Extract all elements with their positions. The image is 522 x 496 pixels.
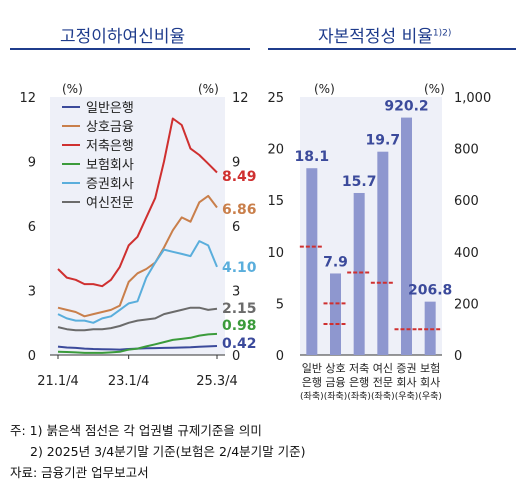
left-ytick-label-right: 12 [232,91,249,106]
legend-label-저축은행: 저축은행 [86,138,134,154]
bar-저축은행 [353,192,365,355]
right-chart-title-footnote: 1)2) [432,28,452,39]
xcat-line1: 증권 [396,362,416,375]
legend-label-증권회사: 증권회사 [86,177,134,192]
bar-상호금융 [330,273,341,355]
bar-여신전문 [377,151,389,355]
left-ytick-label-right: 6 [232,220,240,235]
left-ytick-label-left: 12 [19,91,36,106]
bar-value-label-증권회사: 920.2 [384,99,428,115]
xcat-axis-note: (좌축) [347,391,371,402]
note-2: 2) 2025년 3/4분기말 기준(보험은 2/4분기말 기준) [30,444,306,459]
left-ytick-label-right: 9 [232,156,240,171]
series-line-보험회사 [57,332,218,354]
left-ytick-label-left: 0 [28,349,36,364]
xcat-line1: 일반 [302,361,322,375]
right-yleft-tick-label: 0 [276,349,284,364]
note-source: 자료: 금융기관 업무보고서 [10,465,149,480]
right-yleft-tick-label: 5 [276,297,284,312]
series-line-증권회사 [57,240,218,324]
series-end-label-증권회사: 4.10 [222,260,257,276]
right-yright-tick-label: 1,000 [454,91,491,106]
right-yleft-tick-label: 15 [267,194,284,209]
xcat-line1: 보험 [420,362,440,375]
xcat-axis-note: (좌축) [371,391,395,402]
bar-value-label-저축은행: 15.7 [342,174,377,190]
xcat-line2: 회사 [420,376,440,389]
right-yleft-tick-label: 20 [267,143,284,158]
xcat-line2: 전문 [373,376,393,389]
right-unit-label-left: (%) [314,82,335,96]
legend-label-여신전문: 여신전문 [86,196,134,211]
xcat-axis-note: (우축) [418,391,442,402]
left-unit-label-right: (%) [198,82,219,96]
xcat-line2: 은행 [302,376,322,389]
xcat-line1: 저축 [349,362,369,375]
xcat-line1: 여신 [373,362,393,375]
note-1: 주: 1) 붉은색 점선은 각 업권별 규제기준을 의미 [10,423,262,438]
left-chart-title: 고정이하여신비율 [60,27,186,47]
left-plot-area [50,97,225,355]
right-chart-title: 자본적정성 비율1)2) [318,22,451,47]
left-ytick-label-left: 3 [28,285,36,300]
xcat-axis-note: (좌축) [300,391,324,402]
right-yright-tick-label: 200 [454,297,479,312]
right-yright-tick-label: 600 [454,194,479,209]
right-yright-tick-label: 0 [454,349,462,364]
left-ytick-label-left: 9 [28,156,36,171]
legend-label-상호금융: 상호금융 [86,120,134,135]
series-line-상호금융 [57,194,218,318]
left-ytick-label-right: 3 [232,285,240,300]
series-end-label-상호금융: 6.86 [222,202,257,218]
bar-value-label-여신전문: 19.7 [366,133,401,149]
bar-증권회사 [401,117,412,355]
left-xtick-label: 21.1/4 [37,374,79,389]
series-end-label-여신전문: 2.15 [222,301,257,317]
right-yleft-tick-label: 10 [267,246,284,261]
series-line-저축은행 [57,117,218,288]
xcat-line2: 금융 [325,376,345,389]
legend-label-보험회사: 보험회사 [86,158,134,173]
right-plot-area [300,97,442,355]
bar-value-label-보험회사: 206.8 [408,283,452,299]
left-title-underline [10,48,250,50]
xcat-line2: 은행 [349,376,369,389]
left-ytick-label-left: 6 [28,220,36,235]
left-unit-label-left: (%) [62,82,83,96]
right-unit-label-right: (%) [424,82,445,96]
right-title-underline [268,48,516,50]
series-end-label-보험회사: 0.98 [222,318,257,334]
bar-일반은행 [306,168,318,355]
right-yleft-tick-label: 25 [267,91,284,106]
series-line-여신전문 [57,306,218,332]
xcat-axis-note: (우축) [395,391,419,402]
series-end-label-일반은행: 0.42 [222,336,257,352]
xcat-axis-note: (좌축) [324,391,348,402]
right-chart-title-text: 자본적정성 비율 [318,27,433,47]
legend-label-일반은행: 일반은행 [86,100,134,116]
left-xtick-label: 25.3/4 [196,374,238,389]
left-xtick-label: 23.1/4 [108,374,150,389]
left-ytick-label-right: 0 [232,349,240,364]
series-end-label-저축은행: 8.49 [222,169,257,185]
right-yright-tick-label: 400 [454,246,479,261]
xcat-line1: 상호 [325,362,345,375]
bar-value-label-일반은행: 18.1 [295,149,330,165]
bar-value-label-상호금융: 7.9 [323,254,348,270]
xcat-line2: 회사 [396,376,416,389]
right-yright-tick-label: 800 [454,143,479,158]
